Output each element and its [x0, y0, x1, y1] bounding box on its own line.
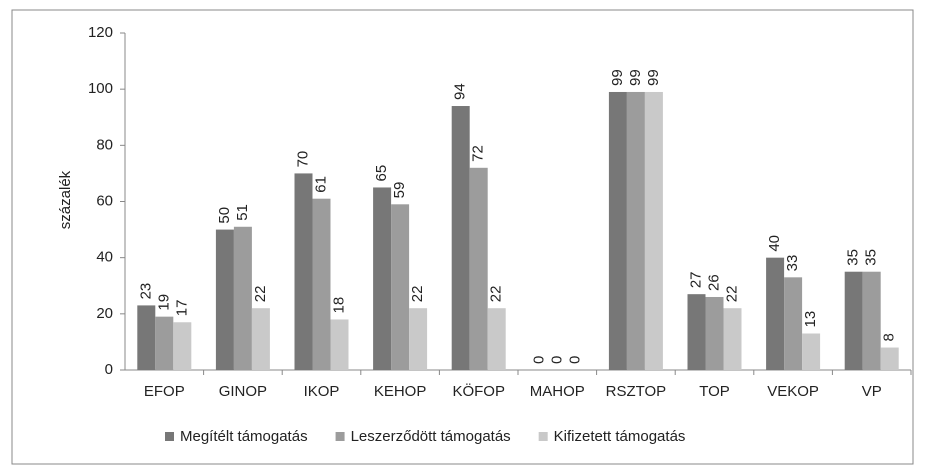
bar	[802, 333, 821, 370]
value-label: 99	[645, 69, 662, 86]
legend-label: Leszerződött támogatás	[351, 428, 511, 445]
x-tick-label: TOP	[699, 383, 730, 400]
y-tick-label: 20	[96, 305, 113, 322]
x-tick-label: GINOP	[219, 383, 267, 400]
value-label: 70	[294, 151, 311, 168]
value-label: 8	[881, 333, 898, 341]
x-tick-label: VEKOP	[767, 383, 819, 400]
bar	[233, 226, 252, 370]
legend-swatch	[165, 432, 174, 441]
y-axis-label: százalék	[57, 170, 74, 229]
value-label: 51	[234, 204, 251, 221]
y-tick-label: 60	[96, 192, 113, 209]
value-label: 33	[784, 255, 801, 272]
bar	[451, 106, 470, 371]
y-tick-label: 0	[105, 361, 113, 378]
value-label: 61	[312, 176, 329, 193]
bar	[330, 319, 349, 370]
bar	[312, 198, 331, 370]
bar	[862, 271, 881, 370]
value-label: 72	[470, 145, 487, 162]
value-label: 35	[863, 249, 880, 266]
value-label: 94	[452, 83, 469, 100]
x-tick-label: MAHOP	[530, 383, 585, 400]
bar	[487, 308, 506, 370]
x-tick-label: EFOP	[144, 383, 185, 400]
bar	[844, 271, 863, 370]
x-tick-label: KÖFOP	[452, 382, 505, 400]
bar	[251, 308, 270, 370]
value-label: 0	[566, 356, 583, 364]
value-label: 19	[155, 294, 172, 311]
bar	[294, 173, 313, 370]
value-label: 65	[373, 165, 390, 182]
y-tick-label: 80	[96, 136, 113, 153]
bar	[373, 187, 392, 370]
value-label: 26	[705, 274, 722, 291]
y-tick-label: 100	[88, 80, 113, 97]
bar	[173, 322, 192, 370]
value-label: 35	[845, 249, 862, 266]
legend-swatch	[335, 432, 345, 441]
value-label: 50	[216, 207, 233, 224]
value-label: 18	[330, 297, 347, 314]
bar	[215, 229, 234, 370]
bar	[155, 316, 174, 370]
y-tick-label: 120	[88, 24, 113, 41]
bar	[469, 167, 488, 370]
bar	[626, 91, 645, 370]
x-tick-label: KEHOP	[374, 383, 427, 400]
bar	[723, 308, 742, 370]
value-label: 17	[173, 300, 190, 317]
bar	[766, 257, 785, 370]
value-label: 99	[627, 69, 644, 86]
value-label: 40	[766, 235, 783, 252]
bar	[409, 308, 428, 370]
value-label: 27	[687, 271, 704, 288]
x-tick-label: VP	[862, 383, 882, 400]
bar	[880, 347, 899, 370]
value-label: 13	[802, 311, 819, 328]
value-label: 99	[609, 69, 626, 86]
bar	[705, 296, 724, 370]
bar	[608, 91, 627, 370]
bar	[391, 204, 410, 370]
value-label: 22	[488, 286, 505, 303]
bar	[137, 305, 156, 370]
value-label: 23	[137, 283, 154, 300]
bar	[784, 277, 803, 370]
y-tick-label: 40	[96, 249, 113, 266]
value-label: 0	[548, 356, 565, 364]
x-tick-label: RSZTOP	[606, 383, 667, 400]
bar	[644, 91, 663, 370]
legend-label: Megítélt támogatás	[180, 428, 308, 445]
legend-swatch	[538, 432, 548, 441]
legend-label: Kifizetett támogatás	[554, 428, 686, 445]
value-label: 59	[391, 182, 408, 199]
chart-frame	[11, 9, 914, 465]
value-label: 22	[723, 286, 740, 303]
bar	[687, 294, 706, 370]
value-label: 22	[252, 286, 269, 303]
x-tick-label: IKOP	[304, 383, 340, 400]
value-label: 0	[530, 356, 547, 364]
value-label: 22	[409, 286, 426, 303]
